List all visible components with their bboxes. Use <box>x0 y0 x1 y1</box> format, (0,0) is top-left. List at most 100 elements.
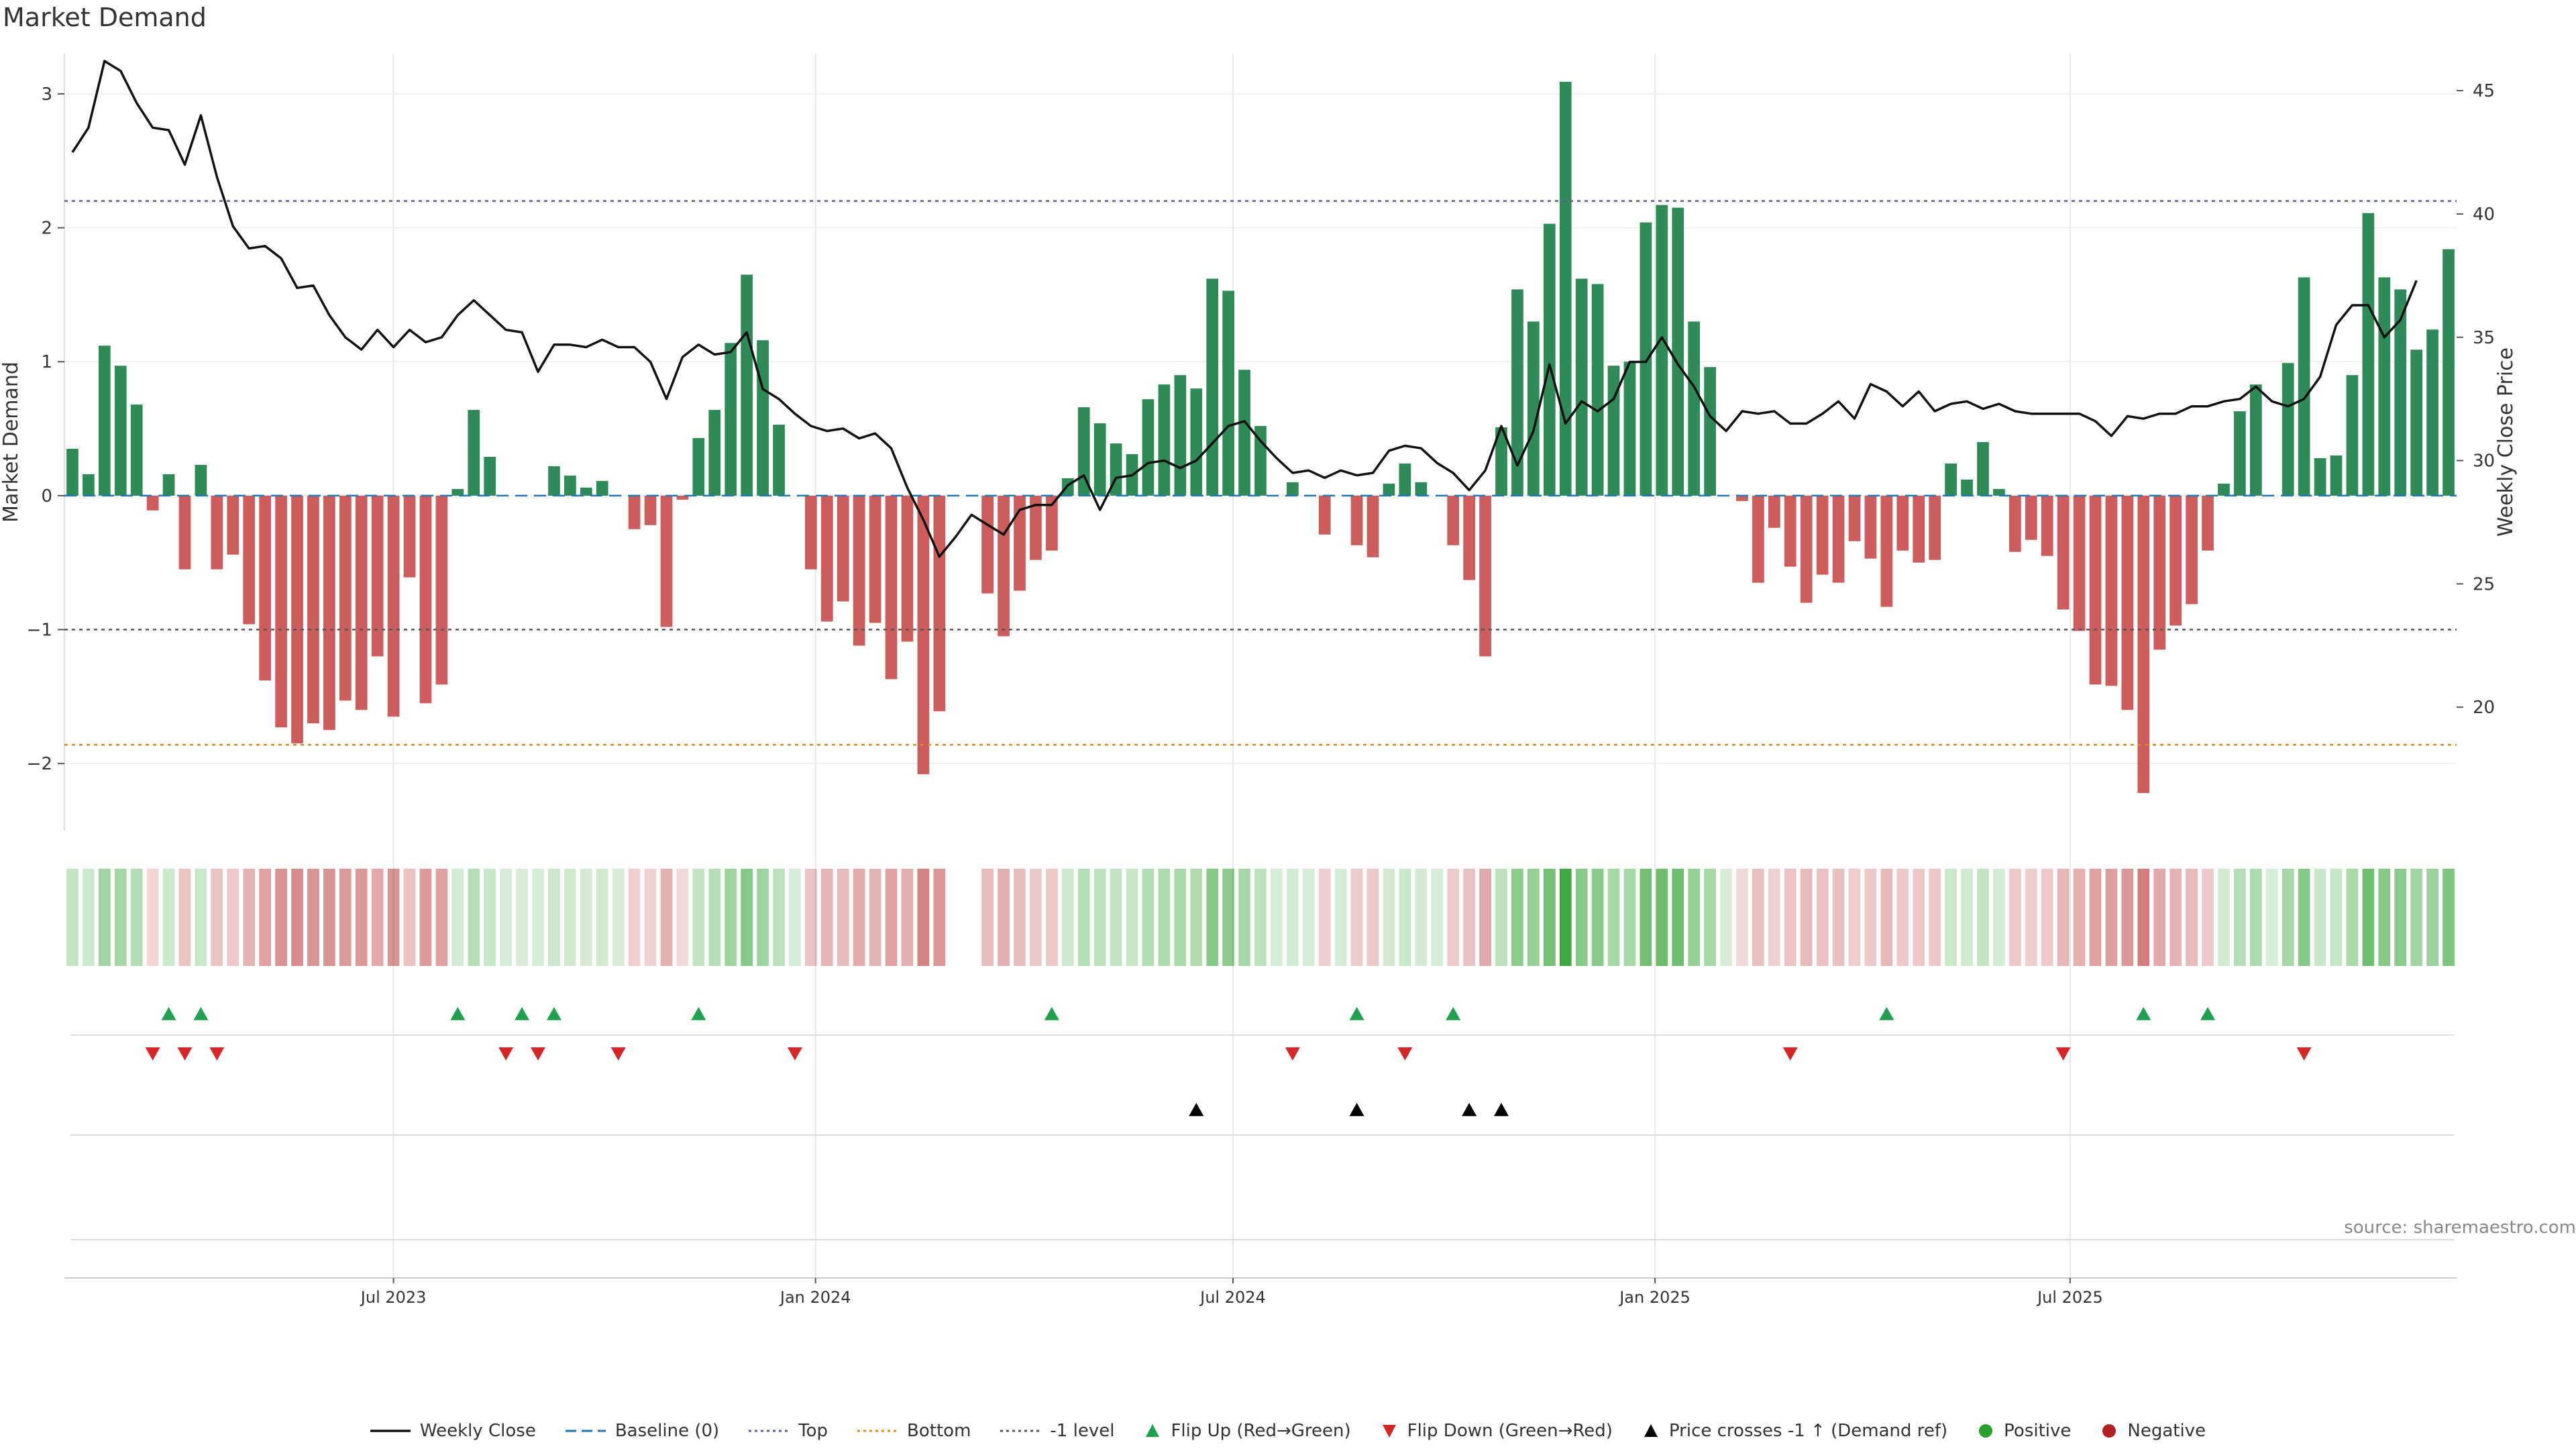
source-note: source: sharemaestro.com <box>2344 1218 2576 1238</box>
demand-bar <box>564 475 576 496</box>
demand-bar <box>2008 495 2021 552</box>
demand-bar <box>676 495 689 500</box>
legend-label: -1 level <box>1050 1421 1115 1441</box>
heat-cell <box>981 869 994 966</box>
demand-bar <box>1142 399 1155 496</box>
legend-item: -1 level <box>1000 1421 1114 1441</box>
demand-bar <box>998 495 1010 637</box>
heat-cell <box>516 869 528 966</box>
demand-bar <box>1848 495 1861 541</box>
demand-bar <box>901 495 914 642</box>
heat-cell <box>1945 869 1957 966</box>
legend-item: Flip Up (Red→Green) <box>1144 1421 1351 1441</box>
legend-swatch <box>2102 1424 2116 1438</box>
y2-tick-label: 35 <box>2473 328 2495 348</box>
y2-tick-label: 20 <box>2473 698 2495 718</box>
legend-label: Weekly Close <box>419 1421 536 1441</box>
y2-tick-label: 45 <box>2473 81 2495 101</box>
heat-cell <box>2105 869 2118 966</box>
legend-swatch <box>565 1430 606 1432</box>
demand-bar <box>2137 495 2150 794</box>
demand-bar <box>484 456 496 496</box>
heat-cell <box>259 869 272 966</box>
heat-cell <box>1495 869 1507 966</box>
demand-bar <box>355 495 368 710</box>
heat-cell <box>1110 869 1122 966</box>
demand-bar <box>403 495 416 578</box>
demand-bar <box>1913 495 1925 563</box>
legend-label: Top <box>798 1421 828 1441</box>
heat-cell <box>708 869 721 966</box>
demand-bar <box>2346 375 2359 496</box>
demand-bar <box>1093 423 1106 496</box>
legend-label: Flip Down (Green→Red) <box>1407 1421 1613 1441</box>
heat-cell <box>211 869 223 966</box>
demand-bar <box>1158 384 1171 496</box>
demand-bar <box>307 495 319 724</box>
heat-cell <box>339 869 352 966</box>
heat-cell <box>195 869 207 966</box>
heat-cell <box>98 869 111 966</box>
demand-bar <box>2378 277 2391 496</box>
heat-cell <box>757 869 769 966</box>
heat-cell <box>66 869 78 966</box>
heat-cell <box>1640 869 1652 966</box>
demand-bar <box>2443 249 2455 496</box>
demand-bar <box>2394 289 2407 496</box>
y-tick-label: −2 <box>27 754 52 774</box>
heat-cell <box>435 869 448 966</box>
legend-swatch <box>857 1430 898 1432</box>
demand-bar <box>1880 495 1893 607</box>
demand-bar <box>644 495 657 525</box>
heat-cell <box>853 869 865 966</box>
flip-up-marker <box>161 1007 176 1020</box>
heat-cell <box>484 869 496 966</box>
demand-bar <box>2089 495 2102 685</box>
demand-bar <box>2330 455 2343 496</box>
heat-cell <box>741 869 753 966</box>
demand-bar <box>548 466 560 496</box>
demand-bar <box>2202 495 2214 551</box>
heat-cell <box>1206 869 1219 966</box>
heat-cell <box>1142 869 1155 966</box>
heat-cell <box>275 869 287 966</box>
heat-cell <box>1816 869 1829 966</box>
flip-down-marker <box>145 1047 160 1061</box>
heat-cell <box>2346 869 2359 966</box>
heat-cell <box>1077 869 1090 966</box>
demand-bar <box>1415 482 1428 496</box>
heat-cell <box>676 869 689 966</box>
y2-tick-label: 25 <box>2473 574 2495 594</box>
demand-bar <box>83 474 95 496</box>
heat-cell <box>1720 869 1732 966</box>
heat-cell <box>1334 869 1347 966</box>
y-tick-label: 3 <box>41 85 52 105</box>
flip-up-marker <box>515 1007 530 1020</box>
demand-bar <box>1479 495 1491 657</box>
heat-cell <box>2426 869 2438 966</box>
demand-bar <box>2073 495 2086 631</box>
demand-bar <box>178 495 191 570</box>
legend-label: Price crosses -1 ↑ (Demand ref) <box>1668 1421 1948 1441</box>
demand-bar <box>1350 495 1363 545</box>
flip-up-marker <box>546 1007 561 1020</box>
heat-cell <box>724 869 737 966</box>
flip-down-marker <box>1397 1047 1413 1061</box>
demand-bar <box>757 340 769 496</box>
heat-cell <box>548 869 560 966</box>
flip-down-marker <box>531 1047 546 1061</box>
demand-bar <box>2186 495 2198 604</box>
demand-bar <box>66 448 78 496</box>
heat-cell <box>820 869 833 966</box>
demand-bar <box>805 495 817 570</box>
legend-swatch <box>1382 1425 1396 1438</box>
demand-bar <box>933 495 946 712</box>
flip-down-marker <box>2055 1047 2071 1061</box>
heat-cell <box>1014 869 1026 966</box>
demand-bar <box>1077 407 1090 496</box>
demand-bar <box>1961 479 1973 496</box>
demand-bar <box>227 495 239 555</box>
demand-bar <box>323 495 335 731</box>
demand-bar <box>1383 483 1395 496</box>
demand-bar <box>1640 222 1652 496</box>
